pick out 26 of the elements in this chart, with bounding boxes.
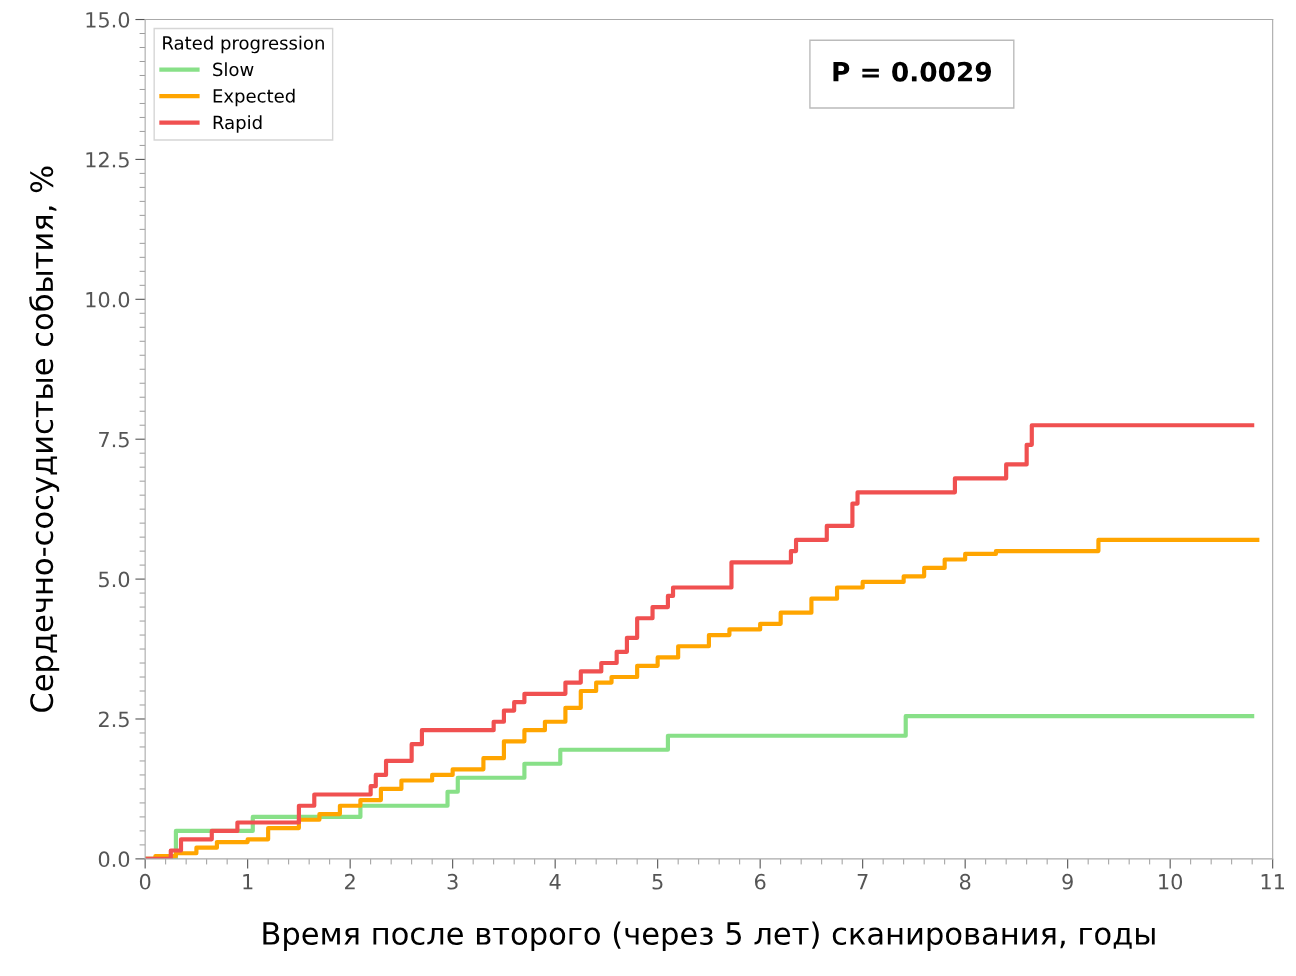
x-tick-label: 10 — [1159, 873, 1183, 890]
x-tick-label: 0 — [139, 873, 151, 890]
legend-label: Slow — [213, 62, 254, 77]
x-tick-label: 11 — [1261, 874, 1284, 890]
y-tick-label: 12.5 — [86, 151, 129, 168]
x-tick-label: 8 — [959, 873, 971, 890]
x-tick-label: 2 — [345, 873, 355, 890]
x-tick-label: 3 — [447, 873, 458, 890]
y-tick-label: 10.0 — [86, 291, 130, 308]
y-tick-label: 5.0 — [99, 571, 130, 588]
x-tick-label: 7 — [857, 874, 868, 890]
legend-label: Expected — [213, 88, 295, 107]
x-tick-label: 6 — [754, 873, 766, 890]
x-tick-label: 4 — [549, 874, 561, 890]
x-tick-label: 9 — [1062, 873, 1073, 890]
legend-label: Rapid — [213, 115, 262, 133]
y-axis-title: Сердечно-сосудистые события, % — [29, 166, 60, 712]
legend-title: Rated progression — [163, 35, 324, 54]
annotation: P = 0.0029 — [833, 61, 992, 82]
x-tick-label: 5 — [652, 874, 663, 890]
y-tick-label: 7.5 — [99, 431, 129, 448]
x-axis-title: Время после второго (через 5 лет) сканирования, годы — [263, 921, 1155, 951]
x-tick-label: 1 — [243, 874, 253, 890]
y-tick-label: 0.0 — [98, 851, 130, 868]
y-tick-label: 15.0 — [86, 11, 130, 28]
y-tick-label: 2.5 — [98, 711, 129, 728]
